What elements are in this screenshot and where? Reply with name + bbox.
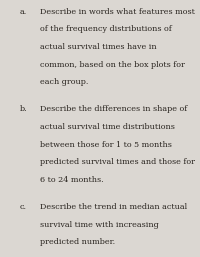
- Text: Describe in words what features most: Describe in words what features most: [40, 8, 195, 16]
- Text: 6 to 24 months.: 6 to 24 months.: [40, 176, 104, 184]
- Text: survival time with increasing: survival time with increasing: [40, 221, 159, 229]
- Text: a.: a.: [20, 8, 27, 16]
- Text: actual survival time distributions: actual survival time distributions: [40, 123, 175, 131]
- Text: Describe the trend in median actual: Describe the trend in median actual: [40, 203, 187, 211]
- Text: actual survival times have in: actual survival times have in: [40, 43, 157, 51]
- Text: predicted survival times and those for: predicted survival times and those for: [40, 158, 195, 166]
- Text: predicted number.: predicted number.: [40, 238, 115, 246]
- Text: Describe the differences in shape of: Describe the differences in shape of: [40, 106, 187, 114]
- Text: c.: c.: [20, 203, 27, 211]
- Text: of the frequency distributions of: of the frequency distributions of: [40, 25, 172, 33]
- Text: b.: b.: [20, 106, 28, 114]
- Text: common, based on the box plots for: common, based on the box plots for: [40, 61, 185, 69]
- Text: each group.: each group.: [40, 78, 88, 86]
- Text: between those for 1 to 5 months: between those for 1 to 5 months: [40, 141, 172, 149]
